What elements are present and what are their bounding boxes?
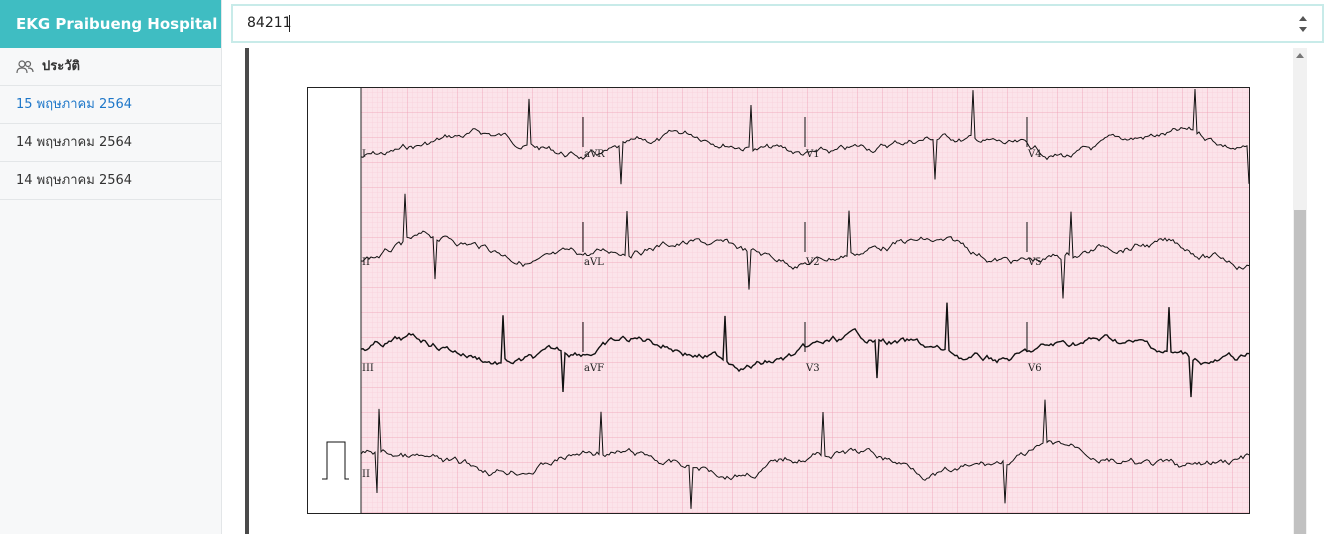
lead-label: I: [362, 149, 366, 160]
ekg-grid: [361, 88, 1249, 513]
scroll-up-arrow-icon[interactable]: [1296, 53, 1304, 58]
history-item-2[interactable]: 14 พฤษภาคม 2564: [0, 124, 221, 162]
scroll-thumb[interactable]: [1294, 210, 1306, 534]
history-item-1[interactable]: 15 พฤษภาคม 2564: [0, 86, 221, 124]
ekg-trace-row-1: [360, 88, 1250, 185]
search-input[interactable]: 84211: [247, 15, 292, 31]
brand-title[interactable]: EKG Praibueng Hospital: [0, 0, 221, 48]
lead-label: V2: [805, 257, 820, 268]
lead-label: V1: [805, 149, 820, 160]
ekg-trace-row-2: [360, 193, 1250, 299]
lead-label: V3: [805, 363, 820, 374]
search-box: 84211: [231, 4, 1324, 43]
lead-label: II: [362, 469, 370, 480]
lead-label: V6: [1027, 363, 1042, 374]
history-item-3[interactable]: 14 พฤษภาคม 2564: [0, 162, 221, 200]
lead-label: aVR: [584, 149, 605, 160]
lead-label: II: [362, 257, 370, 268]
lead-label: III: [362, 363, 374, 374]
number-spinner-icon[interactable]: [1298, 13, 1308, 35]
history-heading: ประวัติ: [0, 48, 221, 86]
sidebar: EKG Praibueng Hospital ประวัติ 15 พฤษภาค…: [0, 0, 222, 534]
viewer-rail: [245, 48, 249, 534]
ekg-trace-row-4: [360, 399, 1250, 509]
lead-label: V4: [1027, 149, 1042, 160]
lead-label: V5: [1027, 257, 1042, 268]
calibration-pulse: [322, 441, 349, 480]
ekg-traces: [360, 88, 1250, 509]
lead-label: aVL: [584, 257, 604, 268]
text-caret: [289, 15, 290, 32]
lead-label: aVF: [584, 363, 604, 374]
viewer-scrollbar[interactable]: [1293, 48, 1307, 534]
history-label: ประวัติ: [42, 58, 80, 74]
users-icon: [16, 59, 34, 73]
